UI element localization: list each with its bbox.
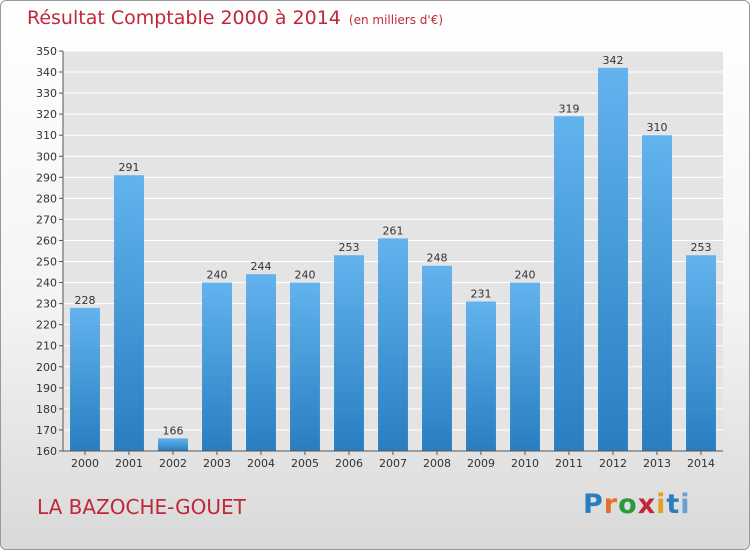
x-tick-label: 2003 xyxy=(203,457,231,470)
y-tick-label: 280 xyxy=(36,192,57,205)
bar-chart: 160 170 180 190 200 210 220 230 240 250 260 270 280 2… xyxy=(36,45,723,470)
y-tick-label: 300 xyxy=(36,150,57,163)
title-text: Résultat Comptable 2000 à 2014 xyxy=(27,7,341,29)
brand-letter: x xyxy=(637,489,657,520)
chart-title: Résultat Comptable 2000 à 2014 (en millie… xyxy=(27,7,443,29)
brand-logo: Proxiti xyxy=(583,489,691,520)
bar-2001 xyxy=(114,175,144,452)
y-tick-label: 160 xyxy=(36,445,57,458)
bar-2012 xyxy=(598,67,628,451)
data-label-2001: 291 xyxy=(119,161,140,174)
y-tick-label: 340 xyxy=(36,66,57,79)
y-tick-label: 260 xyxy=(36,234,57,247)
bar-2013 xyxy=(642,135,672,452)
y-tick-label: 350 xyxy=(36,45,57,58)
brand-letter: o xyxy=(618,489,638,520)
y-tick-label: 320 xyxy=(36,108,57,121)
bar-2010 xyxy=(510,282,540,451)
data-label-2006: 253 xyxy=(339,241,360,254)
brand-letter: i xyxy=(680,489,691,520)
bar-2006 xyxy=(334,255,364,451)
x-tick-label: 2002 xyxy=(159,457,187,470)
y-tick-label: 180 xyxy=(36,403,57,416)
unit-label: (en milliers d'€) xyxy=(348,13,444,27)
x-tick-label: 2009 xyxy=(467,457,495,470)
bar-2003 xyxy=(202,282,232,451)
x-tick-label: 2008 xyxy=(423,457,451,470)
commune-name: LA BAZOCHE-GOUET xyxy=(37,495,246,519)
x-tick-label: 2005 xyxy=(291,457,319,470)
x-tick-label: 2004 xyxy=(247,457,275,470)
y-tick-label: 170 xyxy=(36,424,57,437)
data-label-2012: 342 xyxy=(603,54,624,67)
bar-2005 xyxy=(290,282,320,451)
data-label-2013: 310 xyxy=(647,121,668,134)
x-tick-label: 2011 xyxy=(555,457,583,470)
data-label-2010: 240 xyxy=(515,269,536,282)
brand-letter: t xyxy=(666,489,681,520)
data-label-2011: 319 xyxy=(559,102,580,115)
x-tick-label: 2007 xyxy=(379,457,407,470)
x-tick-label: 2014 xyxy=(687,457,715,470)
y-tick-label: 330 xyxy=(36,87,57,100)
bar-2009 xyxy=(466,301,496,451)
data-label-2009: 231 xyxy=(471,288,492,301)
x-tick-label: 2006 xyxy=(335,457,363,470)
y-tick-label: 240 xyxy=(36,277,57,290)
x-tick-label: 2013 xyxy=(643,457,671,470)
x-axis: 2000 2001 2002 2003 2004 2005 2006 2007 2008 2009… xyxy=(63,450,723,470)
data-label-2014: 253 xyxy=(691,241,712,254)
data-label-2003: 240 xyxy=(207,269,228,282)
brand-letter: i xyxy=(656,489,667,520)
bar-2002 xyxy=(158,438,188,451)
data-label-2008: 248 xyxy=(427,252,448,265)
data-label-2000: 228 xyxy=(75,294,96,307)
y-tick-label: 220 xyxy=(36,319,57,332)
y-tick-label: 290 xyxy=(36,171,57,184)
y-tick-label: 310 xyxy=(36,129,57,142)
x-tick-label: 2012 xyxy=(599,457,627,470)
data-label-2004: 244 xyxy=(251,260,272,273)
bar-2007 xyxy=(378,238,408,451)
bar-2000 xyxy=(70,307,100,451)
brand-letter: r xyxy=(603,489,619,520)
bar-2014 xyxy=(686,255,716,451)
brand-letter: P xyxy=(583,489,604,520)
bar-2004 xyxy=(246,274,276,451)
bar-2011 xyxy=(554,116,584,452)
data-label-2002: 166 xyxy=(163,424,184,437)
y-tick-label: 250 xyxy=(36,256,57,269)
y-tick-label: 230 xyxy=(36,298,57,311)
y-tick-label: 210 xyxy=(36,340,57,353)
y-tick-label: 190 xyxy=(36,382,57,395)
bars: 228 291 166 240 244 240 253 261 248 231 240 319 342 3… xyxy=(70,54,716,452)
x-tick-label: 2000 xyxy=(71,457,99,470)
y-tick-label: 200 xyxy=(36,361,57,374)
y-tick-label: 270 xyxy=(36,213,57,226)
data-label-2007: 261 xyxy=(383,224,404,237)
x-tick-label: 2001 xyxy=(115,457,143,470)
bar-2008 xyxy=(422,265,452,451)
data-label-2005: 240 xyxy=(295,269,316,282)
y-axis: 160 170 180 190 200 210 220 230 240 250 260 270 280 2… xyxy=(36,45,64,458)
x-tick-label: 2010 xyxy=(511,457,539,470)
